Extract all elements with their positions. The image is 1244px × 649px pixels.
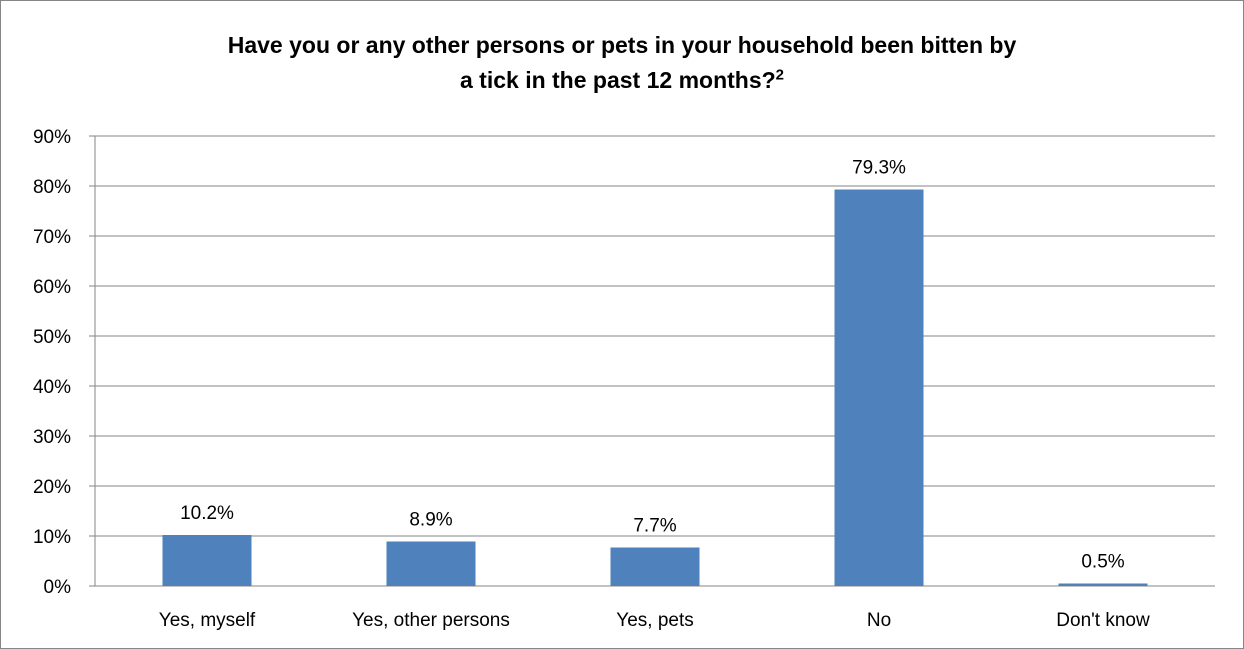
y-axis-tick-labels: 0% 10% 20% 30% 40% 50% 60% 70% 80% 90% (33, 127, 71, 598)
y-tick-label-50: 50% (33, 327, 71, 348)
y-tick-label-40: 40% (33, 377, 71, 398)
category-label-3: No (867, 610, 891, 631)
y-tick-label-70: 70% (33, 227, 71, 248)
data-labels: 10.2% 8.9% 7.7% 79.3% 0.5% (180, 158, 1125, 573)
chart-title-line-1: Have you or any other persons or pets in… (227, 32, 1017, 58)
chart-title-line-2: a tick in the past 12 months?2 (0, 63, 1244, 98)
bars (162, 189, 1148, 586)
category-label-1: Yes, other persons (352, 610, 510, 631)
y-tick-label-10: 10% (33, 527, 71, 548)
chart-title: Have you or any other persons or pets in… (0, 28, 1244, 98)
bar-4 (1058, 583, 1148, 586)
y-tick-label-90: 90% (33, 127, 71, 148)
chart-title-line-2-text: a tick in the past 12 months? (459, 67, 776, 93)
bar-1 (386, 541, 476, 586)
data-label-2: 7.7% (633, 516, 676, 537)
y-tick-label-30: 30% (33, 427, 71, 448)
data-label-3: 79.3% (852, 158, 906, 179)
category-label-0: Yes, myself (159, 610, 256, 631)
data-label-1: 8.9% (409, 510, 452, 531)
bar-3 (834, 189, 924, 586)
data-label-4: 0.5% (1081, 552, 1124, 573)
y-tick-label-60: 60% (33, 277, 71, 298)
category-label-2: Yes, pets (616, 610, 693, 631)
y-tick-label-0: 0% (44, 577, 72, 598)
data-label-0: 10.2% (180, 503, 234, 524)
chart-title-footnote: 2 (775, 66, 785, 84)
bar-2 (610, 547, 700, 586)
y-tick-label-80: 80% (33, 177, 71, 198)
y-tick-label-20: 20% (33, 477, 71, 498)
bar-0 (162, 535, 252, 586)
category-label-4: Don't know (1056, 610, 1150, 631)
x-axis-category-labels: Yes, myself Yes, other persons Yes, pets No… (159, 610, 1150, 631)
